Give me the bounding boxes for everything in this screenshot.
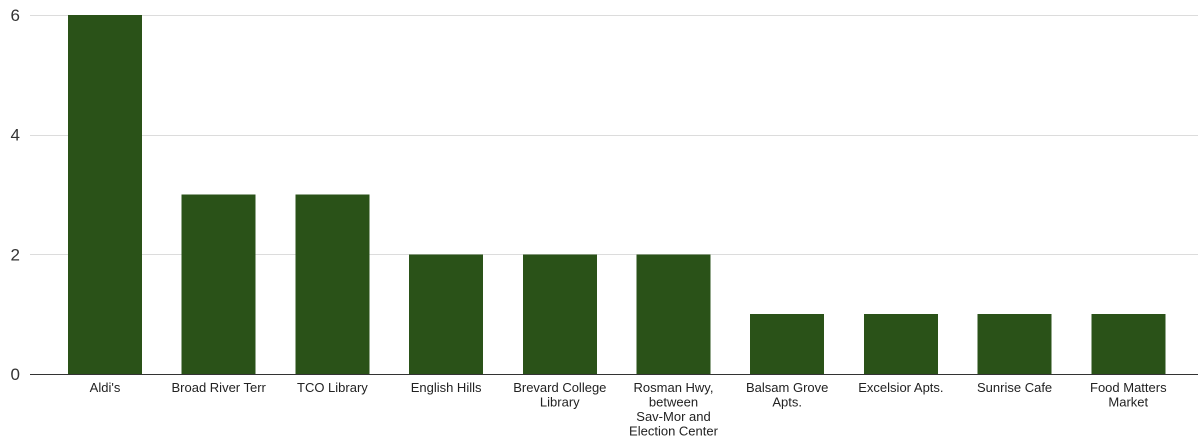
bar (636, 254, 711, 374)
x-tick-label: Broad River Terr (171, 380, 266, 395)
y-tick-label: 0 (11, 365, 20, 384)
bar (295, 194, 370, 374)
x-tick-label: Food Matters Market (1090, 380, 1167, 410)
bar (522, 254, 597, 374)
x-axis-labels: Aldi's Broad River Terr TCO Library English… (90, 380, 1167, 437)
y-tick-label: 6 (11, 6, 20, 25)
x-tick-label: Aldi's (90, 380, 121, 395)
y-axis-ticks: 0 2 4 6 (11, 6, 20, 384)
x-tick-label: Brevard College Library (513, 380, 606, 410)
bar (68, 15, 142, 374)
bar (409, 254, 484, 374)
bar (1091, 314, 1166, 374)
x-tick-label: Balsam Grove Apts. (746, 380, 828, 410)
x-tick-label: Excelsior Apts. (858, 380, 943, 395)
x-tick-label: TCO Library (297, 380, 368, 395)
bar (977, 314, 1052, 374)
bar (181, 194, 256, 374)
y-tick-label: 4 (11, 126, 20, 145)
x-tick-label: Sunrise Cafe (977, 380, 1052, 395)
x-tick-label: Rosman Hwy, between Sav-Mor and Election Ce… (629, 380, 719, 437)
x-tick-label: English Hills (411, 380, 482, 395)
bar (863, 314, 938, 374)
bars (68, 15, 1166, 374)
bar (750, 314, 825, 374)
y-tick-label: 2 (11, 245, 20, 264)
